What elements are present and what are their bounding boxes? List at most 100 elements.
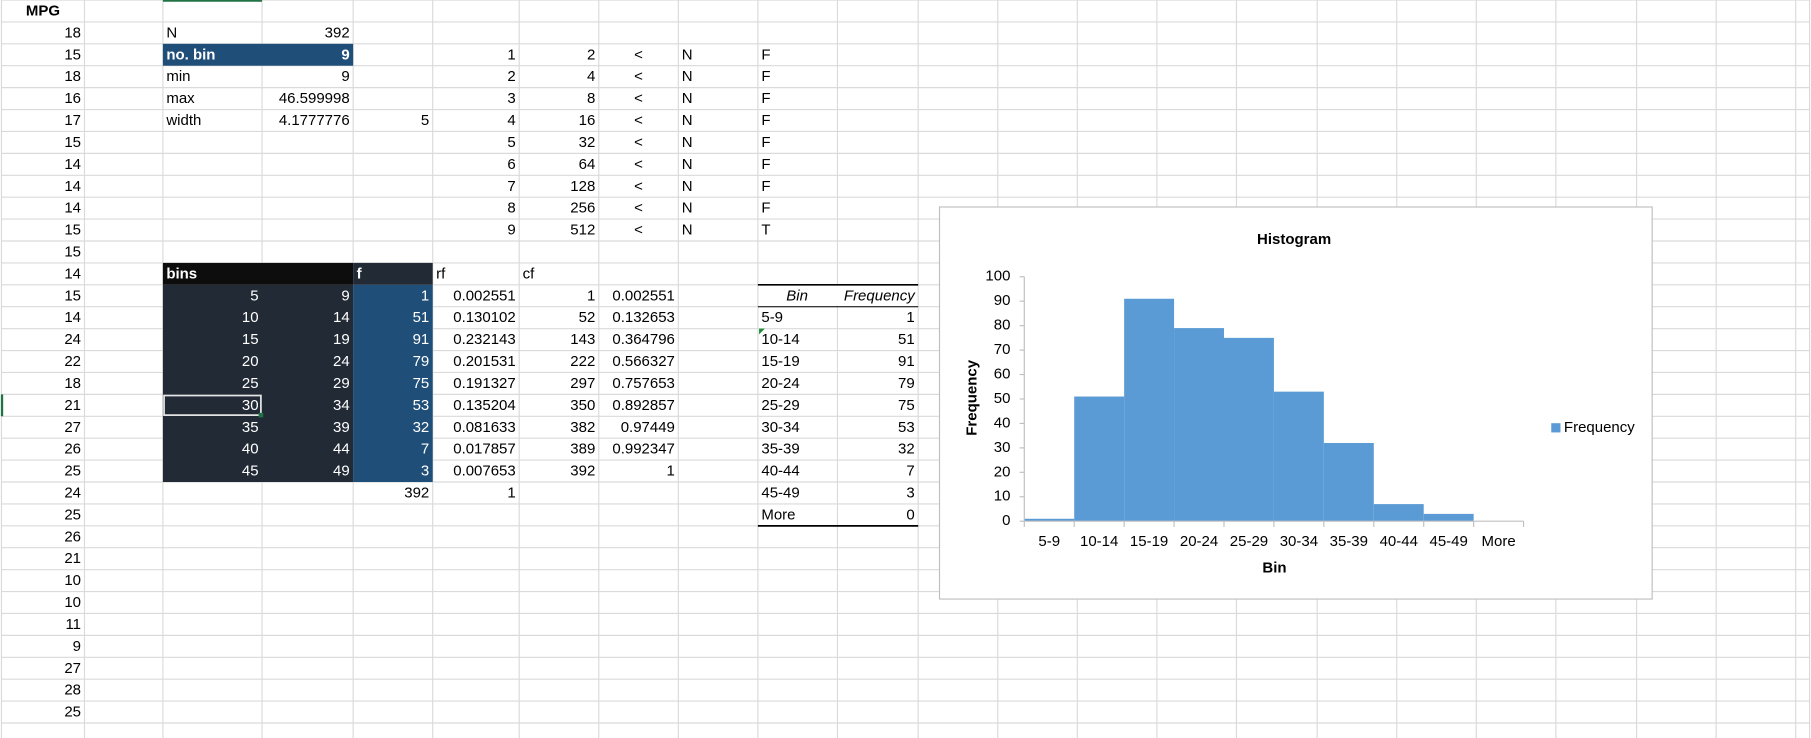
cell: 0.002551 [453, 287, 516, 304]
x-axis-label: Bin [1262, 559, 1286, 576]
cell: 2 [507, 68, 515, 85]
cell: 5-9 [761, 309, 783, 326]
cell: 0 [906, 506, 914, 523]
y-tick-label: 40 [994, 414, 1011, 431]
header-cell: cf [523, 265, 535, 282]
cell: 3 [507, 90, 515, 107]
cell: 25 [64, 506, 81, 523]
cell: 1 [507, 484, 515, 501]
cell: 19 [333, 331, 350, 348]
cell: F [761, 68, 770, 85]
legend-label: Frequency [1564, 419, 1635, 436]
cell: < [634, 68, 643, 85]
cell: 75 [898, 397, 915, 414]
cell: 15-19 [761, 353, 799, 370]
value-cell: 392 [325, 24, 350, 41]
bar [1323, 442, 1374, 522]
cell: 21 [64, 550, 81, 567]
cell: 27 [64, 419, 81, 436]
cell: 15 [242, 331, 259, 348]
cell: 79 [898, 375, 915, 392]
cell: 0.892857 [612, 397, 675, 414]
cell: 25 [242, 375, 259, 392]
bar [1174, 328, 1224, 522]
cell: 0.017857 [453, 441, 516, 458]
cell: 350 [570, 397, 595, 414]
cell: 15 [64, 134, 81, 151]
cell: < [634, 112, 643, 129]
cell: 0.191327 [453, 375, 516, 392]
cell: 45-49 [761, 484, 799, 501]
cell: 17 [64, 112, 81, 129]
cell: 389 [570, 441, 595, 458]
cell: F [761, 134, 770, 151]
cell: 35 [242, 419, 259, 436]
y-tick-label: 90 [994, 292, 1011, 309]
cell: 3 [421, 463, 429, 480]
cell: 16 [579, 112, 596, 129]
cell: F [761, 200, 770, 217]
cell: N [682, 222, 693, 239]
x-tick-label: 15-19 [1130, 533, 1168, 550]
cell: 0.232143 [453, 331, 516, 348]
header-cell: f [357, 265, 363, 282]
cell: 20 [242, 353, 259, 370]
column-header: MPG [26, 2, 60, 19]
cell: 4 [507, 112, 515, 129]
bar [1373, 504, 1424, 522]
bar [1273, 391, 1324, 522]
cell: 24 [333, 353, 350, 370]
cell: F [761, 112, 770, 129]
cell: 34 [333, 397, 350, 414]
cell: 18 [64, 68, 81, 85]
chart-title: Histogram [1257, 231, 1331, 248]
cell: 35-39 [761, 441, 799, 458]
cell: 392 [570, 463, 595, 480]
cell: 382 [570, 419, 595, 436]
cell: 18 [64, 375, 81, 392]
cell: 40 [242, 441, 259, 458]
cell: 91 [898, 353, 915, 370]
cell: 14 [64, 200, 81, 217]
cell: 32 [898, 441, 915, 458]
cell: N [682, 134, 693, 151]
cell: 5 [250, 287, 258, 304]
cell: 30-34 [761, 419, 799, 436]
cell: 8 [507, 200, 515, 217]
cell: 222 [570, 353, 595, 370]
bar [1074, 396, 1125, 522]
cell: 53 [898, 419, 915, 436]
selected-cell [163, 394, 262, 416]
header-cell: Frequency [844, 287, 916, 304]
cell: 0.132653 [612, 309, 675, 326]
header-cell: bins [166, 265, 197, 282]
cell: More [761, 506, 795, 523]
x-tick-label: 45-49 [1430, 533, 1468, 550]
cell: N [682, 90, 693, 107]
cell: F [761, 178, 770, 195]
cell: < [634, 222, 643, 239]
cell: 0.002551 [612, 287, 675, 304]
y-axis-label: Frequency [963, 359, 980, 435]
cell: 16 [64, 90, 81, 107]
x-tick-label: 10-14 [1080, 533, 1118, 550]
cell: F [761, 90, 770, 107]
legend-swatch [1551, 423, 1561, 433]
label-cell: N [166, 24, 177, 41]
header-cell: Bin [786, 287, 808, 304]
cell: F [761, 156, 770, 173]
cell: 49 [333, 463, 350, 480]
cell: 15 [64, 243, 81, 260]
cell: 0.201531 [453, 353, 516, 370]
cell: 51 [898, 331, 915, 348]
cell: 10-14 [761, 331, 799, 348]
chart: Histogram 0 10 20 30 40 50 60 70 80 90 100 5-9 10-14 1… [938, 206, 1653, 600]
cell: 45 [242, 463, 259, 480]
y-tick-label: 80 [994, 317, 1011, 334]
label-cell: min [166, 68, 190, 85]
cell: 6 [507, 156, 515, 173]
value-cell: 4.1777776 [279, 112, 350, 129]
cell: 18 [64, 24, 81, 41]
cell: 392 [404, 484, 429, 501]
